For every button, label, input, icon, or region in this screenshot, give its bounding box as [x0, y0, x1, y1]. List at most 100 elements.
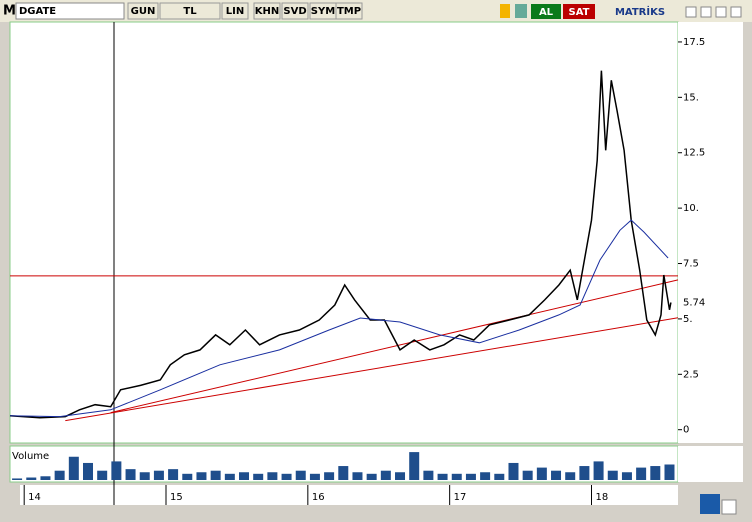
volume-bar — [12, 478, 23, 480]
y-tick-label: 17.5 — [683, 37, 705, 48]
volume-bar — [295, 470, 306, 480]
moving-average — [9, 219, 669, 418]
x-tick-label: 14 — [28, 492, 41, 503]
volume-bar — [324, 472, 335, 480]
y-axis-panel — [678, 22, 743, 443]
y-tick-label: 7.5 — [683, 259, 699, 270]
y-tick-label: 10. — [683, 203, 699, 214]
volume-bar — [210, 470, 221, 480]
volume-bar — [636, 467, 647, 480]
y-tick-label: 12.5 — [683, 148, 705, 159]
x-tick-label: 17 — [454, 492, 467, 503]
brand: MATRİKS — [615, 4, 665, 18]
logo: M — [3, 4, 16, 19]
volume-bar — [579, 466, 590, 480]
volume-bar — [409, 452, 420, 480]
volume-bar — [196, 472, 207, 480]
volume-bar — [224, 473, 235, 480]
buy-button[interactable] — [531, 4, 561, 19]
toolbar-button-label: TL — [183, 6, 197, 17]
volume-bar — [451, 473, 462, 480]
x-tick-label: 18 — [595, 492, 608, 503]
trendline — [110, 279, 679, 414]
volume-bar — [26, 477, 37, 480]
refresh-icon[interactable] — [515, 4, 527, 18]
minimize[interactable] — [685, 6, 697, 18]
buy-label: AL — [539, 7, 554, 18]
sell-button[interactable] — [563, 4, 595, 19]
volume-bar — [267, 472, 278, 480]
volume-bar — [338, 466, 349, 480]
bolt-icon[interactable] — [500, 4, 510, 18]
toolbar-button-label: GUN — [131, 6, 156, 17]
x-tick-label: 16 — [312, 492, 325, 503]
volume-bar — [536, 467, 547, 480]
toolbar-button[interactable] — [221, 2, 249, 20]
volume-bar — [664, 464, 675, 480]
x-tick-label: 15 — [170, 492, 183, 503]
volume-bar — [380, 470, 391, 480]
volume-bar — [352, 472, 363, 480]
toolbar-button-label: LIN — [226, 6, 244, 17]
price-panel — [9, 21, 679, 444]
y-tick-label: 2.5 — [683, 369, 699, 380]
y-tick-label: 15. — [683, 92, 699, 103]
volume-bar — [423, 470, 434, 480]
volume-bar — [650, 466, 661, 480]
volume-bar — [437, 473, 448, 480]
volume-bar — [522, 470, 533, 480]
volume-bar — [551, 470, 562, 480]
scroll-button[interactable] — [721, 499, 737, 515]
toolbar-button[interactable] — [335, 2, 363, 20]
volume-bar — [239, 472, 250, 480]
volume-axis-panel — [678, 446, 743, 482]
volume-bar — [168, 469, 179, 480]
volume-bar — [465, 473, 476, 480]
volume-bar — [83, 462, 94, 480]
toolbar-button-label: TMP — [337, 6, 361, 17]
volume-bar — [494, 473, 505, 480]
volume-bar — [182, 473, 193, 480]
y-tick-label: 5. — [683, 314, 693, 325]
symbol-box[interactable] — [15, 2, 125, 20]
volume-bar — [395, 472, 406, 480]
x-axis-panel — [20, 485, 678, 505]
volume-bar — [593, 461, 604, 480]
sell-label: SAT — [569, 7, 590, 18]
y-tick-label: 0 — [683, 425, 689, 436]
volume-bar — [480, 472, 491, 480]
maximize[interactable] — [715, 6, 727, 18]
volume-bar — [281, 473, 292, 480]
close[interactable] — [730, 6, 742, 18]
restore[interactable] — [700, 6, 712, 18]
volume-bar — [54, 470, 65, 480]
volume-bar — [111, 461, 122, 480]
toolbar-button[interactable] — [281, 2, 309, 20]
volume-bar — [153, 470, 164, 480]
trendline — [65, 317, 679, 422]
toolbar-button-label: KHN — [255, 6, 280, 17]
volume-bar — [68, 456, 79, 480]
volume-label: Volume — [12, 451, 49, 462]
price-line — [9, 70, 672, 419]
toolbar-button[interactable] — [159, 2, 221, 20]
symbol: DGATE — [19, 6, 56, 17]
volume-bar — [125, 469, 136, 480]
toolbar-button[interactable] — [127, 2, 159, 20]
volume-bar — [139, 472, 150, 480]
volume-bar — [621, 472, 632, 480]
volume-bar — [40, 476, 51, 480]
sync-button[interactable] — [700, 494, 720, 514]
volume-bar — [607, 470, 618, 480]
toolbar-button-label: SYM — [311, 6, 335, 17]
toolbar-button-label: SVD — [283, 6, 306, 17]
volume-bar — [97, 470, 108, 480]
volume-bar — [309, 473, 320, 480]
volume-bar — [508, 462, 519, 480]
volume-bar — [366, 473, 377, 480]
toolbar-button[interactable] — [253, 2, 281, 20]
volume-bar — [253, 473, 264, 480]
volume-bar — [565, 472, 576, 480]
